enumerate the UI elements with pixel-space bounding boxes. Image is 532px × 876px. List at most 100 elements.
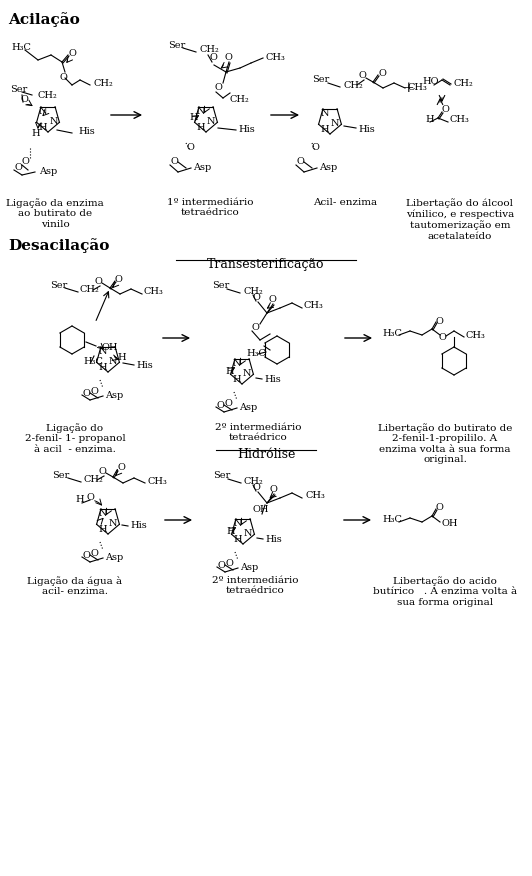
Text: +: + bbox=[402, 81, 414, 95]
Text: H: H bbox=[32, 129, 40, 138]
Text: O: O bbox=[117, 463, 125, 472]
Text: Libertação do álcool
vínilico, e respectiva
tautomerização em
acetalateído: Libertação do álcool vínilico, e respect… bbox=[406, 198, 514, 241]
Text: O: O bbox=[224, 399, 232, 407]
Text: CH₃: CH₃ bbox=[465, 330, 485, 340]
Text: Asp: Asp bbox=[39, 167, 57, 176]
Text: His: His bbox=[238, 125, 255, 135]
Text: Ser: Ser bbox=[52, 471, 69, 481]
Text: Ser: Ser bbox=[212, 281, 229, 291]
Text: H₃C: H₃C bbox=[11, 44, 31, 53]
Text: O: O bbox=[186, 144, 194, 152]
Text: His: His bbox=[136, 362, 153, 371]
Text: H: H bbox=[425, 116, 434, 124]
Text: CH₂: CH₂ bbox=[343, 81, 363, 89]
Text: CH₂: CH₂ bbox=[243, 286, 263, 295]
Text: CH₃: CH₃ bbox=[266, 53, 286, 61]
Text: O: O bbox=[441, 105, 449, 115]
Text: H: H bbox=[99, 364, 107, 372]
Text: O: O bbox=[82, 550, 90, 560]
Text: His: His bbox=[264, 376, 281, 385]
Text: H: H bbox=[118, 354, 126, 363]
Text: CH₂: CH₂ bbox=[243, 477, 263, 485]
Text: Asp: Asp bbox=[240, 563, 258, 573]
Text: 1º intermediário
tetraédrico: 1º intermediário tetraédrico bbox=[167, 198, 253, 217]
Text: Libertação do acido
butírico   . A enzima volta à
sua forma original: Libertação do acido butírico . A enzima … bbox=[373, 576, 517, 606]
Text: H₃C: H₃C bbox=[382, 515, 402, 525]
Text: Libertação do butirato de
2-fenil-1-propililo. A
enzima volta à sua forma
origin: Libertação do butirato de 2-fenil-1-prop… bbox=[378, 423, 512, 464]
Text: H: H bbox=[197, 124, 205, 132]
Text: CH₂: CH₂ bbox=[38, 90, 58, 100]
Text: CH₂: CH₂ bbox=[453, 79, 473, 88]
Text: H₃C: H₃C bbox=[83, 357, 103, 366]
Text: H: H bbox=[227, 527, 235, 536]
Text: O: O bbox=[59, 74, 67, 82]
Text: O: O bbox=[68, 48, 76, 58]
Text: N: N bbox=[243, 370, 251, 378]
Text: O: O bbox=[209, 53, 217, 62]
Text: O: O bbox=[252, 293, 260, 302]
Text: O: O bbox=[268, 295, 276, 305]
Text: OH: OH bbox=[442, 519, 459, 527]
Text: CH₃: CH₃ bbox=[147, 477, 167, 485]
Text: Acilação: Acilação bbox=[8, 12, 80, 27]
Text: O: O bbox=[358, 72, 366, 81]
Text: H: H bbox=[190, 114, 198, 123]
Text: O: O bbox=[216, 400, 224, 409]
Text: His: His bbox=[265, 535, 282, 545]
Text: O: O bbox=[90, 386, 98, 395]
Text: CH₃: CH₃ bbox=[450, 116, 470, 124]
Text: 2º intermediário
tetraédrico: 2º intermediário tetraédrico bbox=[215, 423, 301, 442]
Text: Hidrólise: Hidrólise bbox=[237, 448, 295, 461]
Text: O: O bbox=[98, 468, 106, 477]
Text: O: O bbox=[224, 53, 232, 62]
Text: Desacilação: Desacilação bbox=[8, 238, 110, 253]
Text: HO: HO bbox=[422, 77, 438, 87]
Text: Ser: Ser bbox=[10, 86, 27, 95]
Text: O: O bbox=[82, 388, 90, 398]
Text: N: N bbox=[109, 357, 117, 366]
Text: O: O bbox=[225, 559, 233, 568]
Text: Ligação da enzima
ao butirato de
vinilo: Ligação da enzima ao butirato de vinilo bbox=[6, 198, 104, 229]
Text: N: N bbox=[109, 519, 117, 528]
Text: CH₂: CH₂ bbox=[200, 46, 220, 54]
Text: H₃C: H₃C bbox=[382, 328, 402, 337]
Text: N: N bbox=[331, 119, 339, 129]
Text: H: H bbox=[99, 526, 107, 534]
Text: O: O bbox=[170, 158, 178, 166]
Text: O: O bbox=[438, 333, 446, 342]
Text: O: O bbox=[114, 275, 122, 285]
Text: O: O bbox=[251, 323, 259, 333]
Text: O: O bbox=[435, 504, 443, 512]
Text: O: O bbox=[86, 493, 94, 503]
Text: CH₂: CH₂ bbox=[83, 476, 103, 484]
Text: H: H bbox=[76, 496, 84, 505]
Text: Ser: Ser bbox=[312, 75, 329, 84]
Text: Ser: Ser bbox=[50, 281, 67, 291]
Text: O: O bbox=[90, 548, 98, 557]
Text: O: O bbox=[378, 68, 386, 77]
Text: H: H bbox=[321, 125, 329, 135]
Text: 2º intermediário
tetraédrico: 2º intermediário tetraédrico bbox=[212, 576, 298, 596]
Text: N: N bbox=[244, 529, 252, 539]
Text: N: N bbox=[50, 117, 58, 126]
Text: Asp: Asp bbox=[105, 392, 123, 400]
Text: CH₃: CH₃ bbox=[144, 287, 164, 296]
Text: Transesterificação: Transesterificação bbox=[207, 258, 325, 271]
Text: O: O bbox=[94, 278, 102, 286]
Text: His: His bbox=[78, 128, 95, 137]
Text: Asp: Asp bbox=[193, 164, 211, 173]
Text: OH: OH bbox=[101, 343, 118, 352]
Text: O: O bbox=[296, 158, 304, 166]
Text: CH₂: CH₂ bbox=[93, 79, 113, 88]
Text: O: O bbox=[435, 316, 443, 326]
Text: CH₂: CH₂ bbox=[230, 95, 250, 103]
Text: H: H bbox=[234, 535, 242, 545]
Text: Ligação do
2-fenil- 1- propanol
à acil  - enzima.: Ligação do 2-fenil- 1- propanol à acil -… bbox=[24, 423, 126, 454]
Text: N: N bbox=[207, 117, 215, 126]
Text: O: O bbox=[21, 158, 29, 166]
Text: N: N bbox=[234, 519, 242, 528]
Text: N: N bbox=[99, 510, 107, 519]
Text: Ser: Ser bbox=[213, 471, 230, 481]
Text: H: H bbox=[226, 368, 234, 377]
Text: Asp: Asp bbox=[105, 554, 123, 562]
